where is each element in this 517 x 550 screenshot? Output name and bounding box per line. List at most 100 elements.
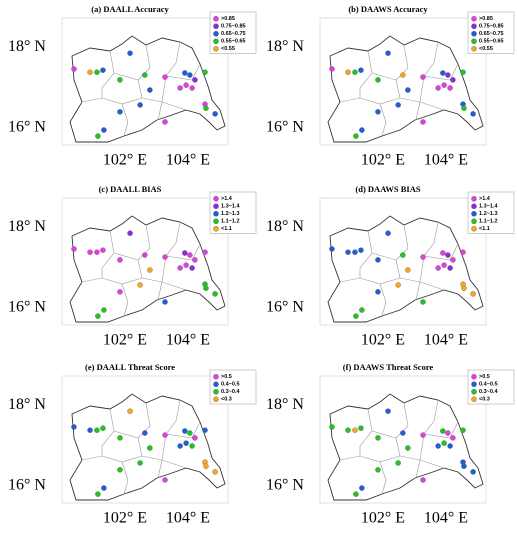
station-point [192,257,198,263]
station-point [162,74,168,80]
legend-label: 0.3~0.4 [221,389,240,395]
station-point [94,69,100,75]
station-point [441,440,447,446]
legend-swatch [471,388,477,395]
station-point [329,66,335,72]
station-point [162,299,168,305]
station-point [212,469,218,475]
station-point [127,50,133,56]
lat-label: 16° N [8,119,46,136]
map-frame [319,197,487,326]
legend-label: 0.4~0.5 [479,382,498,388]
station-point [177,443,183,449]
panel-title: (d) DAAWS BIAS [355,184,420,194]
station-point [95,313,101,319]
station-point [203,285,209,291]
station-point [182,250,188,256]
station-point [461,105,467,111]
station-point [101,307,107,313]
station-point [117,289,123,295]
station-point [353,133,359,139]
station-point [420,74,426,80]
legend-swatch [471,226,477,232]
station-point [87,249,93,255]
station-point [435,443,441,449]
lon-label: 102° E [103,510,147,527]
station-point [117,467,123,473]
station-point [142,252,148,258]
station-point [100,425,106,431]
lat-label: 18° N [8,218,46,235]
lon-label: 104° E [424,152,468,169]
station-point [202,427,208,433]
station-point [450,77,456,83]
legend-swatch [213,38,219,45]
lon-label: 104° E [166,152,210,169]
station-point [470,291,476,297]
station-point [445,72,451,78]
station-point [192,435,198,441]
station-point [405,87,411,93]
legend-swatch [213,30,219,37]
station-point [385,230,391,236]
station-point [470,469,476,475]
station-point [352,249,358,255]
legend: >0.5 0.4~0.50.3~0.4 <0.3 [467,369,515,405]
legend: >1.4 1.3~1.41.2~1.3 1.1~1.2<1.1 [209,191,257,234]
station-point [405,445,411,451]
station-point [100,247,106,253]
legend-label: 0.65~0.75 [221,31,246,37]
legend-label: 1.2~1.3 [221,211,240,217]
station-point [460,69,466,75]
legend-swatch [471,15,477,22]
lat-label: 16° N [8,299,46,316]
map-panel: (b) DAAWS Accuracy 18° N 16° N 102° E 104° E… [266,4,515,169]
station-point [395,460,401,466]
legend-label: >0.85 [479,16,493,22]
station-point [435,265,441,271]
station-point [420,432,426,438]
station-point [440,70,446,76]
station-point [117,435,123,441]
legend-label: 1.3~1.4 [479,204,498,210]
station-point [395,282,401,288]
legend-swatch [471,210,477,217]
legend: >1.4 1.3~1.41.2~1.3 1.1~1.2<1.1 [467,191,515,234]
legend-label: <0.3 [479,397,490,403]
lat-label: 18° N [266,396,304,413]
lat-label: 16° N [266,477,304,494]
legend-label: >0.5 [221,374,232,380]
station-point [183,440,189,446]
legend-swatch [471,381,477,387]
station-point [177,265,183,271]
station-point [359,127,365,133]
station-point [137,102,143,108]
map-frame [61,197,229,326]
panel-title: (e) DAALL Threat Score [85,362,175,372]
lat-label: 16° N [8,477,46,494]
legend-label: 0.55~0.65 [479,39,504,45]
station-point [329,424,335,430]
station-point [203,463,209,469]
legend-label: <1.1 [221,226,232,232]
station-point [147,87,153,93]
lon-label: 104° E [424,510,468,527]
station-point [94,249,100,255]
legend-swatch [471,23,477,29]
legend-label: 0.75~0.85 [221,24,246,30]
station-point [385,50,391,56]
station-point [345,249,351,255]
lon-label: 102° E [361,510,405,527]
legend-swatch [213,388,219,395]
legend-label: 1.1~1.2 [479,219,498,225]
legend-swatch [213,381,219,387]
station-point [202,249,208,255]
station-point [405,267,411,273]
panel-title: (a) DAALL Accuracy [91,4,169,14]
station-point [375,77,381,83]
legend-swatch [471,30,477,37]
station-point [71,424,77,430]
station-point [352,69,358,75]
legend-label: <0.55 [221,46,235,52]
